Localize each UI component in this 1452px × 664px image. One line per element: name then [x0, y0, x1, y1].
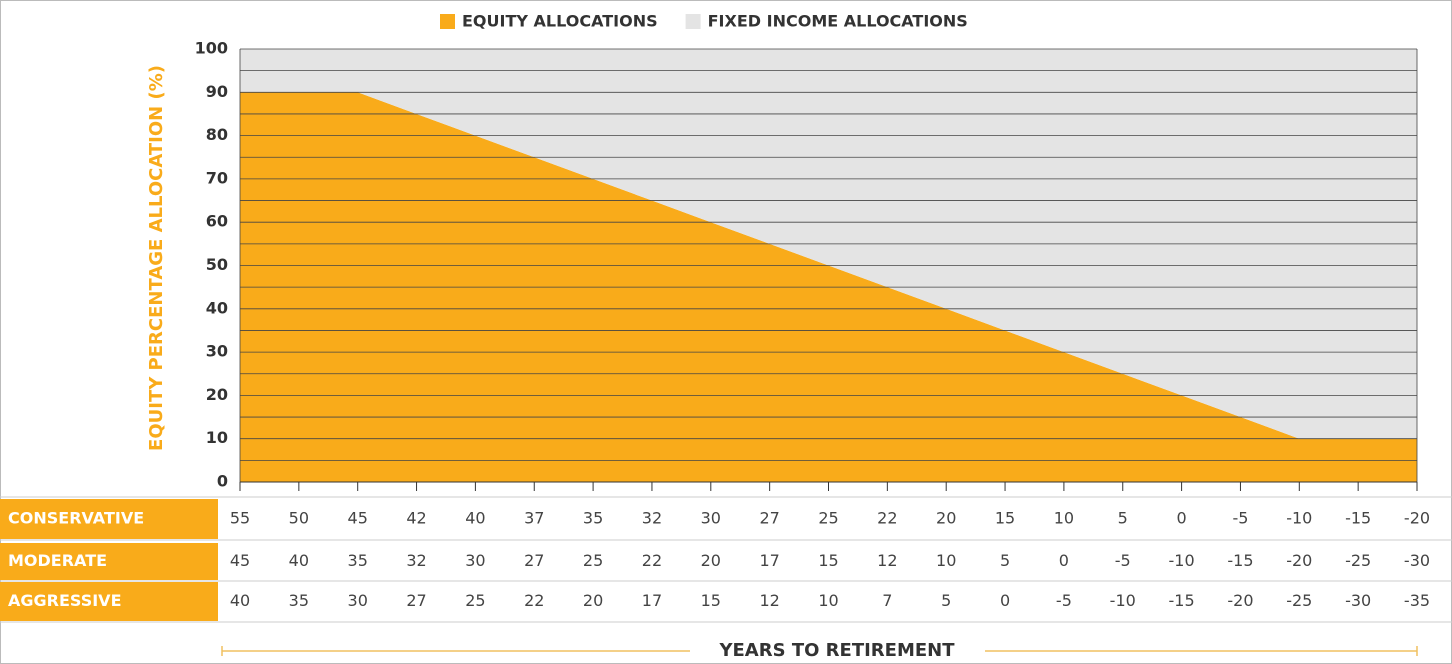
table-cell: 30 — [348, 591, 368, 610]
table-cell: -5 — [1232, 509, 1248, 528]
table-cell: 15 — [701, 591, 721, 610]
table-cell: 30 — [465, 551, 485, 570]
table-cell: 40 — [465, 509, 485, 528]
table-cell: 25 — [465, 591, 485, 610]
table-cell: 30 — [701, 509, 721, 528]
table-cell: 15 — [818, 551, 838, 570]
table-cell: 5 — [1118, 509, 1128, 528]
table-cell: 45 — [348, 509, 368, 528]
table-cell: -5 — [1115, 551, 1131, 570]
table-cell: -20 — [1286, 551, 1312, 570]
table-cell: 5 — [941, 591, 951, 610]
table-cell: 22 — [524, 591, 544, 610]
row-label: AGGRESSIVE — [8, 591, 122, 610]
table-cell: -35 — [1404, 591, 1430, 610]
y-tick-label: 0 — [217, 472, 228, 491]
table-cell: 17 — [759, 551, 779, 570]
y-tick-label: 100 — [195, 39, 228, 58]
table-cell: -15 — [1169, 591, 1195, 610]
table-cell: 17 — [642, 591, 662, 610]
y-tick-label: 80 — [206, 125, 228, 144]
y-tick-label: 60 — [206, 212, 228, 231]
table-cell: -10 — [1286, 509, 1312, 528]
x-axis-title: YEARS TO RETIREMENT — [718, 640, 955, 661]
table-cell: 10 — [818, 591, 838, 610]
table-cell: 27 — [524, 551, 544, 570]
legend-label: EQUITY ALLOCATIONS — [462, 12, 658, 31]
table-cell: 37 — [524, 509, 544, 528]
table-cell: 15 — [995, 509, 1015, 528]
table-cell: -10 — [1169, 551, 1195, 570]
table-cell: 35 — [583, 509, 603, 528]
table-cell: 40 — [289, 551, 309, 570]
table-cell: 7 — [882, 591, 892, 610]
table-cell: 20 — [583, 591, 603, 610]
table-cell: 50 — [289, 509, 309, 528]
table-cell: 45 — [230, 551, 250, 570]
table-cell: 27 — [406, 591, 426, 610]
y-tick-label: 90 — [206, 82, 228, 101]
table-cell: 25 — [818, 509, 838, 528]
y-tick-label: 70 — [206, 168, 228, 187]
row-label-cell — [0, 499, 218, 539]
table-cell: 20 — [701, 551, 721, 570]
table-cell: 10 — [936, 551, 956, 570]
y-tick-label: 30 — [206, 342, 228, 361]
table-cell: 0 — [1177, 509, 1187, 528]
row-label-cell — [0, 582, 218, 621]
table-cell: 12 — [877, 551, 897, 570]
table-cell: 0 — [1000, 591, 1010, 610]
table-cell: -25 — [1286, 591, 1312, 610]
row-label-cell — [0, 543, 218, 580]
y-tick-label: 20 — [206, 385, 228, 404]
table-cell: 20 — [936, 509, 956, 528]
y-tick-label: 10 — [206, 428, 228, 447]
table-cell: 0 — [1059, 551, 1069, 570]
table-cell: 42 — [406, 509, 426, 528]
y-tick-label: 40 — [206, 298, 228, 317]
table-cell: 35 — [289, 591, 309, 610]
table-cell: -30 — [1345, 591, 1371, 610]
table-cell: 22 — [642, 551, 662, 570]
table-cell: -20 — [1227, 591, 1253, 610]
table-cell: -20 — [1404, 509, 1430, 528]
table-cell: 27 — [759, 509, 779, 528]
table-cell: 32 — [642, 509, 662, 528]
table-cell: 5 — [1000, 551, 1010, 570]
table-cell: 35 — [348, 551, 368, 570]
table-cell: 32 — [406, 551, 426, 570]
y-axis-title: EQUITY PERCENTAGE ALLOCATION (%) — [146, 65, 167, 451]
row-label: MODERATE — [8, 551, 107, 570]
row-label: CONSERVATIVE — [8, 509, 144, 528]
table-cell: 22 — [877, 509, 897, 528]
table-cell: 25 — [583, 551, 603, 570]
legend-label: FIXED INCOME ALLOCATIONS — [708, 12, 968, 31]
table-cell: -25 — [1345, 551, 1371, 570]
table-cell: 55 — [230, 509, 250, 528]
legend-swatch — [685, 14, 701, 29]
table-cell: 40 — [230, 591, 250, 610]
table-cell: -30 — [1404, 551, 1430, 570]
legend-swatch — [440, 14, 455, 29]
table-cell: -10 — [1110, 591, 1136, 610]
table-cell: 10 — [1054, 509, 1074, 528]
y-tick-label: 50 — [206, 255, 228, 274]
table-cell: -5 — [1056, 591, 1072, 610]
table-cell: -15 — [1345, 509, 1371, 528]
table-cell: -15 — [1227, 551, 1253, 570]
table-cell: 12 — [759, 591, 779, 610]
